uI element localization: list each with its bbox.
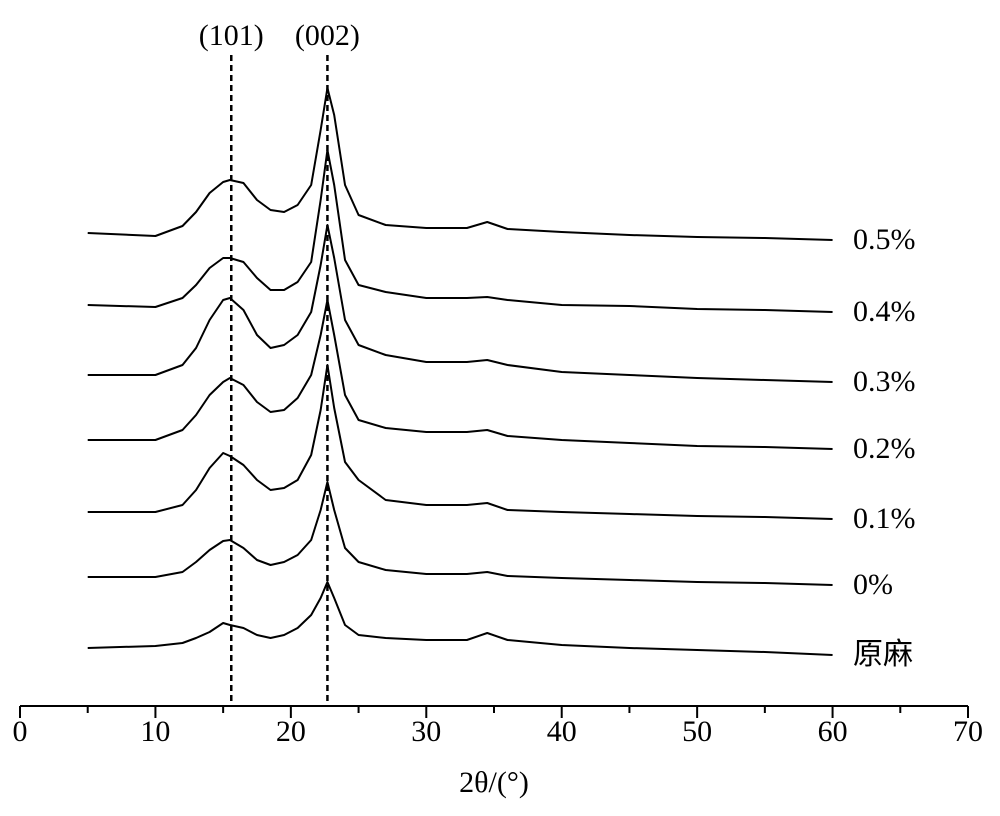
series-label: 0.5% — [853, 223, 916, 256]
series-line — [87, 224, 833, 383]
series-line — [87, 87, 833, 241]
series-label: 0.3% — [853, 365, 916, 398]
series-line — [87, 481, 833, 586]
x-axis-label: 2θ/(°) — [459, 766, 529, 799]
series-label: 0.1% — [853, 502, 916, 535]
series-label: 0.4% — [853, 295, 916, 328]
series-line — [87, 364, 833, 520]
series-line — [87, 149, 833, 313]
x-tick-label: 30 — [411, 715, 441, 748]
x-tick-label: 70 — [953, 715, 983, 748]
x-tick-label: 50 — [682, 715, 712, 748]
annotation: (101) — [199, 19, 264, 52]
annotation: (002) — [295, 19, 360, 52]
x-tick-label: 10 — [140, 715, 170, 748]
series-label: 原麻 — [853, 638, 913, 671]
x-tick-label: 20 — [276, 715, 306, 748]
series-line — [87, 299, 833, 450]
series-label: 0.2% — [853, 432, 916, 465]
x-tick-label: 40 — [547, 715, 577, 748]
series-label: 0% — [853, 568, 893, 601]
x-tick-label: 0 — [13, 715, 28, 748]
series-line — [87, 581, 833, 656]
x-tick-label: 60 — [818, 715, 848, 748]
